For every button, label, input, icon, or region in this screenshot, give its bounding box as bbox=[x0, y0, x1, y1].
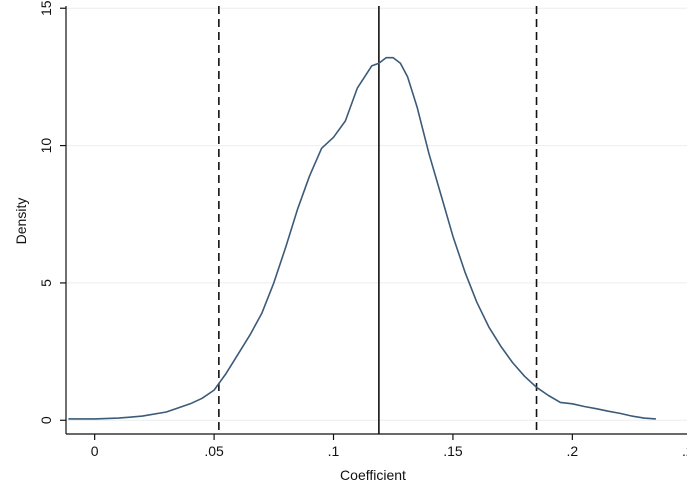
density-curve-0 bbox=[68, 56, 656, 420]
axis-layer: 0 5 10 15 0 .05 .1 .15 .2 .25 bbox=[38, 0, 687, 459]
y-tick-label-3: 15 bbox=[38, 0, 54, 16]
y-tick-label-1: 5 bbox=[38, 279, 54, 287]
x-tick-label-3: .15 bbox=[443, 443, 463, 459]
x-tick-label-4: .2 bbox=[567, 443, 579, 459]
x-tick-label-1: .05 bbox=[204, 443, 224, 459]
series-layer bbox=[68, 56, 656, 420]
y-axis-title: Density bbox=[13, 198, 29, 245]
x-axis-title: Coefficient bbox=[340, 467, 406, 483]
y-tick-label-2: 10 bbox=[38, 138, 54, 154]
x-tick-label-0: 0 bbox=[91, 443, 99, 459]
grid-layer bbox=[66, 7, 687, 421]
x-tick-label-2: .1 bbox=[328, 443, 340, 459]
x-tick-label-5: .25 bbox=[682, 443, 687, 459]
reference-lines bbox=[218, 6, 538, 434]
plot-background bbox=[66, 0, 687, 434]
y-tick-label-0: 0 bbox=[38, 416, 54, 424]
